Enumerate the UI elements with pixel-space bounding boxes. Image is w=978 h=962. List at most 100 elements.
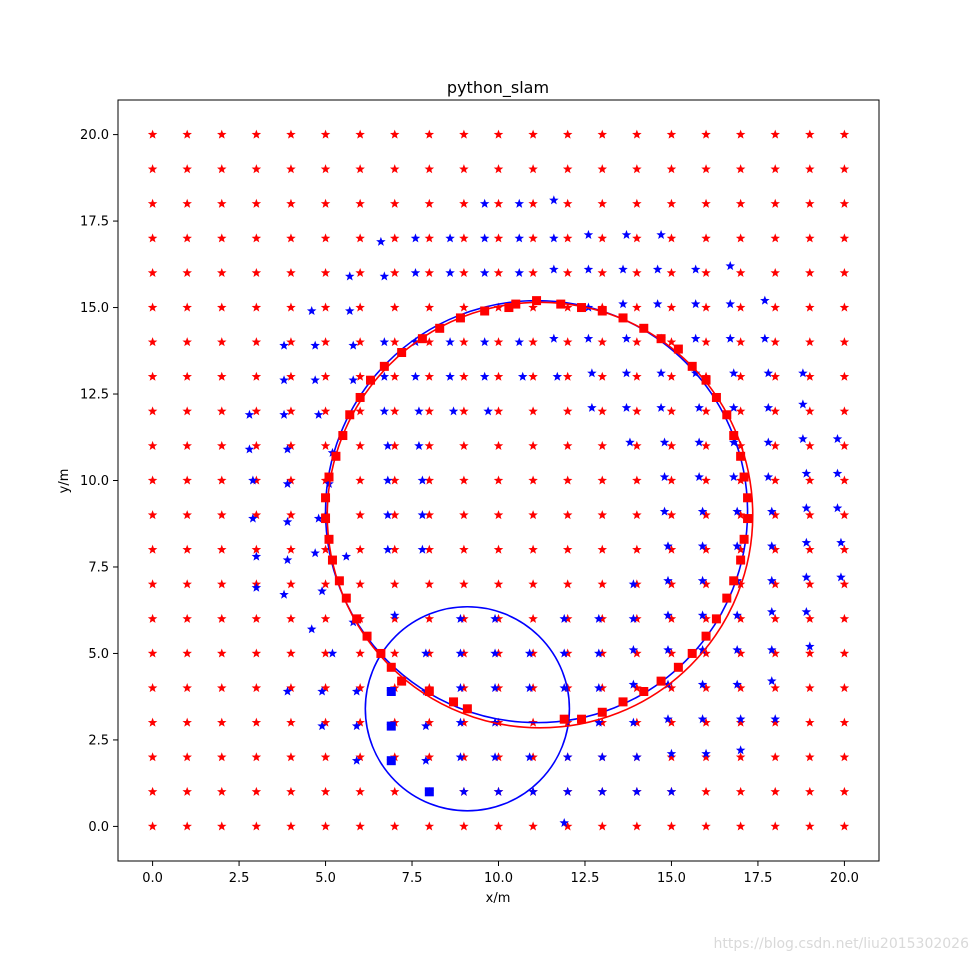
true-landmark-star — [459, 164, 469, 174]
true-landmark-star — [355, 164, 365, 174]
true-landmark-star — [182, 440, 192, 450]
true-landmark-star — [493, 267, 504, 277]
true-pose-marker — [345, 410, 355, 420]
true-landmark-star — [251, 267, 262, 277]
estimated-landmark-star — [690, 299, 701, 309]
true-landmark-star — [147, 440, 158, 450]
true-landmark-star — [286, 510, 296, 520]
true-landmark-star — [251, 198, 262, 208]
true-landmark-star — [459, 406, 469, 416]
estimated-landmark-star — [801, 537, 812, 547]
true-landmark-star — [286, 475, 296, 485]
true-landmark-star — [562, 406, 573, 416]
estimated-landmark-star — [383, 544, 393, 554]
estimated-landmark-star — [414, 406, 424, 416]
true-landmark-star — [286, 302, 296, 312]
estimated-landmark-star — [490, 613, 500, 623]
true-landmark-star — [389, 475, 400, 485]
true-landmark-star — [389, 786, 400, 796]
true-landmark-star — [493, 406, 504, 416]
true-landmark-star — [320, 371, 331, 381]
estimated-landmark-star — [549, 233, 559, 243]
true-landmark-star — [389, 371, 400, 381]
true-landmark-star — [320, 579, 331, 589]
true-landmark-star — [805, 683, 815, 693]
estimated-landmark-star — [479, 371, 490, 381]
true-landmark-star — [770, 129, 780, 139]
true-landmark-star — [251, 752, 262, 762]
estimated-landmark-star — [621, 229, 632, 239]
true-pose-marker — [324, 472, 334, 482]
estimated-landmark-star — [732, 679, 742, 689]
true-landmark-star — [389, 164, 400, 174]
true-landmark-star — [389, 648, 400, 658]
true-landmark-star — [251, 371, 262, 381]
estimated-landmark-star — [279, 589, 289, 599]
estimated-landmark-star — [410, 371, 421, 381]
true-landmark-star — [528, 544, 538, 554]
estimated-landmark-star — [417, 510, 428, 520]
true-landmark-star — [839, 786, 850, 796]
estimated-pose-marker — [386, 756, 396, 766]
estimated-landmark-star — [594, 648, 604, 658]
true-pose-marker — [618, 313, 628, 323]
true-landmark-star — [424, 440, 435, 450]
true-landmark-star — [805, 164, 815, 174]
true-landmark-star — [217, 683, 227, 693]
true-landmark-star — [389, 510, 400, 520]
true-landmark-star — [251, 337, 262, 347]
true-landmark-star — [528, 198, 538, 208]
true-landmark-star — [839, 337, 850, 347]
true-landmark-star — [355, 752, 365, 762]
true-landmark-star — [701, 510, 711, 520]
true-landmark-star — [701, 233, 711, 243]
true-landmark-star — [528, 579, 538, 589]
estimated-landmark-star — [732, 506, 742, 516]
estimated-landmark-star — [317, 721, 327, 731]
true-landmark-star — [217, 648, 227, 658]
true-landmark-star — [147, 821, 158, 831]
estimated-landmark-star — [282, 478, 293, 488]
estimated-landmark-star — [659, 506, 670, 516]
true-landmark-star — [389, 302, 400, 312]
true-landmark-star — [182, 821, 192, 831]
true-landmark-star — [805, 786, 815, 796]
true-landmark-star — [666, 648, 677, 658]
true-landmark-star — [424, 337, 435, 347]
true-landmark-star — [355, 129, 365, 139]
estimated-landmark-star — [524, 752, 535, 762]
true-landmark-star — [251, 683, 262, 693]
estimated-landmark-star — [836, 572, 846, 582]
true-pose-marker — [397, 348, 407, 358]
x-tick-label: 12.5 — [571, 871, 600, 886]
estimated-landmark-star — [656, 368, 666, 378]
estimated-landmark-star — [632, 752, 642, 762]
estimated-landmark-star — [348, 375, 358, 385]
true-landmark-star — [632, 164, 642, 174]
true-landmark-star — [493, 129, 504, 139]
estimated-landmark-star — [455, 613, 466, 623]
true-landmark-star — [286, 683, 296, 693]
true-landmark-star — [666, 337, 677, 347]
estimated-landmark-star — [479, 337, 490, 347]
estimated-landmark-star — [479, 233, 490, 243]
true-landmark-star — [701, 337, 711, 347]
true-landmark-star — [217, 406, 227, 416]
true-landmark-star — [701, 579, 711, 589]
estimated-landmark-star — [282, 517, 293, 527]
estimated-landmark-star — [559, 683, 569, 693]
true-landmark-star — [666, 267, 677, 277]
estimated-landmark-star — [549, 264, 559, 274]
estimated-landmark-star — [559, 613, 569, 623]
true-landmark-star — [805, 648, 815, 658]
x-axis: 0.0 2.5 5.0 7.5 10.0 12.5 15.0 17.5 20.0 — [142, 861, 859, 886]
estimated-landmark-star — [445, 371, 455, 381]
true-landmark-star — [493, 579, 504, 589]
true-landmark-star — [701, 475, 711, 485]
estimated-landmark-star — [455, 752, 466, 762]
true-landmark-star — [147, 510, 158, 520]
true-landmark-star — [770, 544, 780, 554]
estimated-pose-marker — [386, 721, 396, 731]
true-pose-marker — [324, 534, 334, 544]
true-landmark-star — [528, 302, 538, 312]
